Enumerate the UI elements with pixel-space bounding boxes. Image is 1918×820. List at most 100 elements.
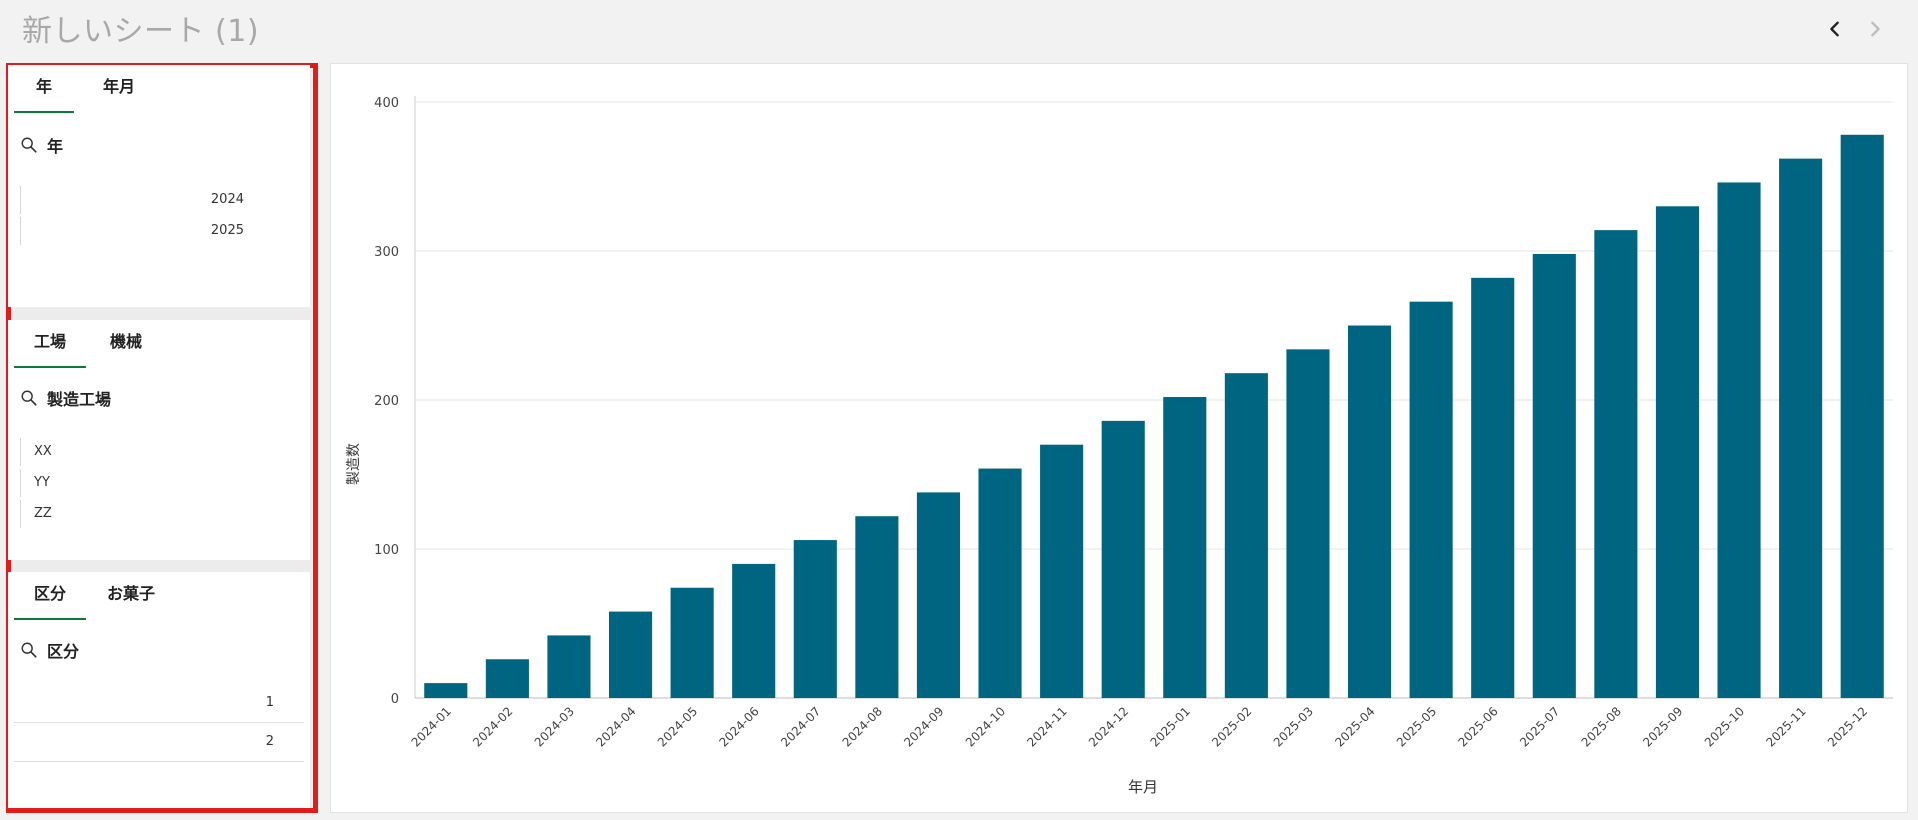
search-icon: [21, 390, 37, 406]
x-tick-label: 2025-03: [1271, 704, 1316, 749]
y-tick-label: 200: [374, 394, 399, 409]
list-item[interactable]: 2024: [20, 185, 300, 216]
list-item[interactable]: XX: [20, 437, 300, 468]
year-search-label: 年: [47, 137, 64, 156]
x-tick-label: 2024-05: [655, 704, 700, 749]
list-item-label: 1: [265, 695, 274, 710]
tab-year[interactable]: 年: [14, 65, 74, 113]
x-tick-label: 2024-09: [901, 704, 946, 749]
list-item-label: 2: [265, 734, 274, 749]
x-tick-label: 2024-10: [963, 704, 1008, 749]
list-item-label: 2025: [210, 223, 244, 238]
bar: [1594, 230, 1638, 698]
search-icon: [21, 137, 37, 153]
year-filter-tabs: 年 年月: [8, 65, 310, 113]
factory-search[interactable]: 製造工場: [20, 386, 111, 410]
x-tick-label: 2024-07: [778, 704, 823, 749]
list-item[interactable]: ZZ: [20, 499, 300, 530]
list-item[interactable]: 1: [14, 684, 304, 723]
bar: [855, 516, 899, 698]
bar: [1840, 134, 1884, 698]
category-filter-tabs: 区分 お菓子: [8, 572, 310, 620]
list-item-label: YY: [34, 475, 50, 490]
factory-filter-panel: 工場 機械 製造工場 XX YY ZZ: [8, 320, 310, 560]
bar: [793, 540, 837, 698]
list-item-label: ZZ: [34, 506, 52, 521]
bar: [732, 563, 776, 698]
x-tick-label: 2024-03: [532, 704, 577, 749]
x-axis-label: 年月: [1127, 778, 1159, 796]
y-tick-label: 0: [391, 692, 399, 707]
category-list: 1 2: [14, 684, 304, 762]
x-tick-label: 2024-04: [593, 704, 638, 749]
bar: [1655, 206, 1700, 699]
search-icon: [21, 642, 37, 658]
x-tick-label: 2024-02: [470, 704, 515, 749]
y-axis-label: 製造数: [346, 443, 362, 485]
bar: [978, 468, 1022, 698]
bar: [916, 492, 961, 698]
x-tick-label: 2025-05: [1394, 704, 1439, 749]
list-item[interactable]: 2: [14, 723, 304, 762]
bar: [1163, 397, 1207, 698]
x-tick-label: 2025-09: [1640, 704, 1685, 749]
next-sheet-button[interactable]: [1860, 14, 1890, 44]
bar: [1040, 444, 1084, 698]
x-tick-label: 2024-12: [1086, 704, 1131, 749]
list-item-label: XX: [34, 444, 52, 459]
tab-machine[interactable]: 機械: [109, 332, 142, 351]
x-tick-label: 2025-02: [1209, 704, 1254, 749]
x-tick-label: 2024-11: [1024, 704, 1069, 749]
bar: [1471, 277, 1515, 698]
x-tick-label: 2025-12: [1825, 704, 1870, 749]
bar-chart-card: 0 100 200 300 400 2024-01 2024-02 2024-03 2024-0…: [330, 63, 1908, 813]
bar: [1286, 349, 1330, 698]
y-tick-label: 400: [374, 96, 399, 111]
chevron-left-icon: [1830, 21, 1839, 37]
bar-chart: 0 100 200 300 400 2024-01 2024-02 2024-03 2024-0…: [374, 96, 1893, 750]
bar: [608, 611, 653, 698]
tab-year-month[interactable]: 年月: [102, 77, 135, 96]
x-tick-label: 2025-08: [1579, 704, 1624, 749]
bar: [547, 635, 591, 698]
chevron-right-icon: [1871, 21, 1880, 37]
bar: [1779, 158, 1823, 698]
bar: [1532, 253, 1576, 699]
y-tick-label: 100: [374, 543, 399, 558]
x-tick-label: 2025-01: [1148, 704, 1193, 749]
factory-search-label: 製造工場: [47, 390, 112, 409]
factory-list: XX YY ZZ: [20, 437, 300, 530]
x-tick-label: 2025-10: [1702, 704, 1747, 749]
tab-factory[interactable]: 工場: [14, 320, 86, 368]
year-search[interactable]: 年: [20, 133, 63, 157]
bar: [1224, 373, 1268, 698]
y-tick-label: 300: [374, 245, 399, 260]
category-search-label: 区分: [47, 642, 80, 661]
previous-sheet-button[interactable]: [1820, 14, 1850, 44]
x-tick-label: 2024-01: [409, 704, 454, 749]
year-list: 2024 2025: [20, 185, 300, 247]
bar: [1347, 325, 1392, 698]
bar: [485, 659, 529, 698]
bar: [1717, 182, 1761, 699]
bar: [670, 587, 714, 698]
factory-filter-tabs: 工場 機械: [8, 320, 310, 368]
bar: [1409, 301, 1453, 698]
x-tick-label: 2025-06: [1455, 704, 1500, 749]
x-tick-label: 2024-06: [716, 704, 761, 749]
year-filter-panel: 年 年月 年 2024 2025: [8, 65, 310, 307]
x-tick-label: 2025-04: [1332, 704, 1377, 749]
sheet-title: 新しいシート (1): [22, 14, 260, 49]
tab-category[interactable]: 区分: [14, 572, 86, 620]
bar: [1101, 420, 1145, 698]
category-filter-panel: 区分 お菓子 区分 1 2: [8, 572, 310, 808]
list-item[interactable]: 2025: [20, 216, 300, 247]
x-tick-label: 2025-07: [1517, 704, 1562, 749]
x-tick-label: 2025-11: [1763, 704, 1808, 749]
x-tick-label: 2024-08: [840, 704, 885, 749]
category-search[interactable]: 区分: [20, 638, 79, 662]
list-item[interactable]: YY: [20, 468, 300, 499]
list-item-label: 2024: [210, 192, 244, 207]
bar: [424, 683, 468, 698]
tab-sweets[interactable]: お菓子: [106, 584, 155, 603]
